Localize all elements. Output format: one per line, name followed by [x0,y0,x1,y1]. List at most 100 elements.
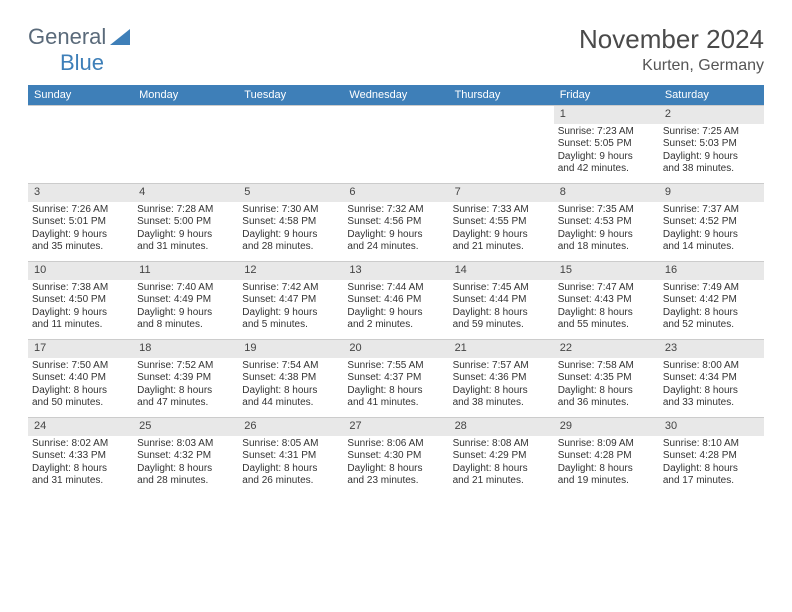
daylight-line2: and 26 minutes. [242,475,339,488]
daylight-line2: and 31 minutes. [32,475,129,488]
daylight-line2: and 50 minutes. [32,397,129,410]
day-body: Sunrise: 7:28 AMSunset: 5:00 PMDaylight:… [133,202,238,258]
day-cell: 5Sunrise: 7:30 AMSunset: 4:58 PMDaylight… [238,183,343,261]
sunset-text: Sunset: 4:55 PM [453,216,550,229]
daylight-line1: Daylight: 9 hours [663,151,760,164]
sunrise-text: Sunrise: 7:58 AM [558,360,655,373]
day-body: Sunrise: 7:37 AMSunset: 4:52 PMDaylight:… [659,202,764,258]
day-body: Sunrise: 7:55 AMSunset: 4:37 PMDaylight:… [343,358,448,414]
sunrise-text: Sunrise: 7:42 AM [242,282,339,295]
sunset-text: Sunset: 4:37 PM [347,372,444,385]
day-body: Sunrise: 8:03 AMSunset: 4:32 PMDaylight:… [133,436,238,492]
day-cell: 15Sunrise: 7:47 AMSunset: 4:43 PMDayligh… [554,261,659,339]
day-number: 28 [449,418,554,436]
daylight-line1: Daylight: 8 hours [347,463,444,476]
sunrise-text: Sunrise: 7:33 AM [453,204,550,217]
day-cell: 2Sunrise: 7:25 AMSunset: 5:03 PMDaylight… [659,105,764,183]
daylight-line2: and 36 minutes. [558,397,655,410]
weekday-mon: Monday [133,85,238,105]
day-body: Sunrise: 7:33 AMSunset: 4:55 PMDaylight:… [449,202,554,258]
daylight-line2: and 42 minutes. [558,163,655,176]
day-body: Sunrise: 8:06 AMSunset: 4:30 PMDaylight:… [343,436,448,492]
sunset-text: Sunset: 4:31 PM [242,450,339,463]
day-number: 30 [659,418,764,436]
day-number: 13 [343,262,448,280]
sunrise-text: Sunrise: 7:35 AM [558,204,655,217]
daylight-line1: Daylight: 9 hours [32,229,129,242]
week-row: 1Sunrise: 7:23 AMSunset: 5:05 PMDaylight… [28,105,764,183]
daylight-line2: and 52 minutes. [663,319,760,332]
sunrise-text: Sunrise: 8:03 AM [137,438,234,451]
daylight-line1: Daylight: 8 hours [242,385,339,398]
sunrise-text: Sunrise: 7:50 AM [32,360,129,373]
day-body: Sunrise: 7:49 AMSunset: 4:42 PMDaylight:… [659,280,764,336]
daylight-line1: Daylight: 8 hours [32,463,129,476]
day-cell: 1Sunrise: 7:23 AMSunset: 5:05 PMDaylight… [554,105,659,183]
weekday-fri: Friday [554,85,659,105]
daylight-line1: Daylight: 9 hours [663,229,760,242]
day-cell: 3Sunrise: 7:26 AMSunset: 5:01 PMDaylight… [28,183,133,261]
daylight-line1: Daylight: 9 hours [347,229,444,242]
logo-text-a: General [28,24,106,50]
sunrise-text: Sunrise: 7:49 AM [663,282,760,295]
daylight-line1: Daylight: 9 hours [242,229,339,242]
sunset-text: Sunset: 4:30 PM [347,450,444,463]
day-cell: 13Sunrise: 7:44 AMSunset: 4:46 PMDayligh… [343,261,448,339]
day-number: 9 [659,184,764,202]
weekday-header-row: Sunday Monday Tuesday Wednesday Thursday… [28,85,764,105]
day-cell: 16Sunrise: 7:49 AMSunset: 4:42 PMDayligh… [659,261,764,339]
sunset-text: Sunset: 4:38 PM [242,372,339,385]
sunset-text: Sunset: 4:53 PM [558,216,655,229]
daylight-line1: Daylight: 9 hours [137,229,234,242]
day-body: Sunrise: 7:42 AMSunset: 4:47 PMDaylight:… [238,280,343,336]
day-number: 27 [343,418,448,436]
day-cell: 12Sunrise: 7:42 AMSunset: 4:47 PMDayligh… [238,261,343,339]
day-number: 8 [554,184,659,202]
day-cell: 9Sunrise: 7:37 AMSunset: 4:52 PMDaylight… [659,183,764,261]
daylight-line1: Daylight: 8 hours [347,385,444,398]
daylight-line1: Daylight: 8 hours [137,463,234,476]
week-row: 24Sunrise: 8:02 AMSunset: 4:33 PMDayligh… [28,417,764,495]
day-cell [343,105,448,183]
sunset-text: Sunset: 4:58 PM [242,216,339,229]
day-cell: 21Sunrise: 7:57 AMSunset: 4:36 PMDayligh… [449,339,554,417]
day-cell: 20Sunrise: 7:55 AMSunset: 4:37 PMDayligh… [343,339,448,417]
sunset-text: Sunset: 4:46 PM [347,294,444,307]
day-number: 25 [133,418,238,436]
daylight-line2: and 19 minutes. [558,475,655,488]
daylight-line1: Daylight: 8 hours [453,463,550,476]
month-title: November 2024 [579,24,764,55]
daylight-line1: Daylight: 9 hours [242,307,339,320]
sunset-text: Sunset: 4:33 PM [32,450,129,463]
sunrise-text: Sunrise: 7:23 AM [558,126,655,139]
week-row: 10Sunrise: 7:38 AMSunset: 4:50 PMDayligh… [28,261,764,339]
day-cell [238,105,343,183]
day-cell: 17Sunrise: 7:50 AMSunset: 4:40 PMDayligh… [28,339,133,417]
sunset-text: Sunset: 5:03 PM [663,138,760,151]
logo-triangle-icon [110,29,130,45]
sunset-text: Sunset: 4:50 PM [32,294,129,307]
sunrise-text: Sunrise: 7:47 AM [558,282,655,295]
sunrise-text: Sunrise: 7:45 AM [453,282,550,295]
day-body: Sunrise: 7:30 AMSunset: 4:58 PMDaylight:… [238,202,343,258]
daylight-line1: Daylight: 8 hours [558,463,655,476]
sunrise-text: Sunrise: 7:55 AM [347,360,444,373]
daylight-line1: Daylight: 8 hours [663,463,760,476]
day-cell: 28Sunrise: 8:08 AMSunset: 4:29 PMDayligh… [449,417,554,495]
daylight-line2: and 28 minutes. [242,241,339,254]
sunrise-text: Sunrise: 7:26 AM [32,204,129,217]
day-body: Sunrise: 7:44 AMSunset: 4:46 PMDaylight:… [343,280,448,336]
sunrise-text: Sunrise: 7:54 AM [242,360,339,373]
day-cell [28,105,133,183]
day-cell [133,105,238,183]
sunrise-text: Sunrise: 7:30 AM [242,204,339,217]
day-cell: 7Sunrise: 7:33 AMSunset: 4:55 PMDaylight… [449,183,554,261]
daylight-line2: and 33 minutes. [663,397,760,410]
day-cell: 8Sunrise: 7:35 AMSunset: 4:53 PMDaylight… [554,183,659,261]
daylight-line1: Daylight: 8 hours [453,307,550,320]
logo-text-b: Blue [60,50,104,76]
day-cell: 26Sunrise: 8:05 AMSunset: 4:31 PMDayligh… [238,417,343,495]
weekday-sat: Saturday [659,85,764,105]
sunset-text: Sunset: 4:49 PM [137,294,234,307]
day-body: Sunrise: 7:38 AMSunset: 4:50 PMDaylight:… [28,280,133,336]
